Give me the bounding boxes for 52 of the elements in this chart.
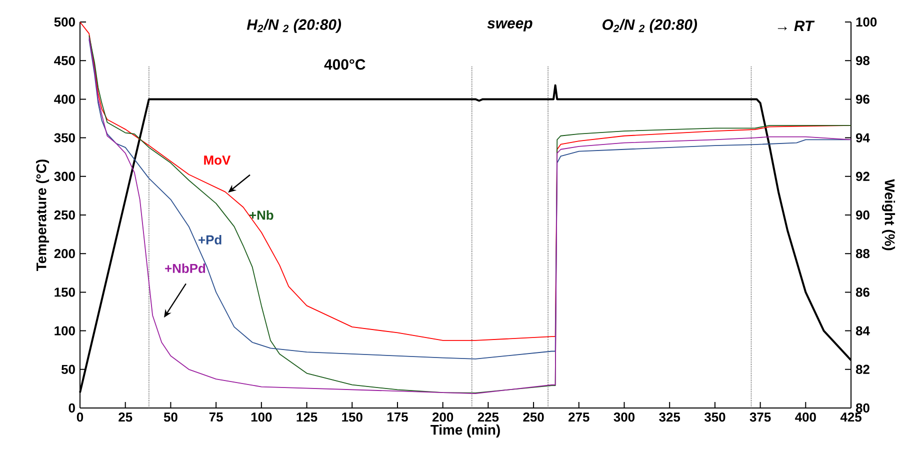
x-tick-label: 125 (296, 412, 318, 422)
x-tick-label: 325 (659, 412, 680, 422)
x-tick-label: 225 (478, 412, 499, 422)
y-tick-label: 500 (54, 17, 75, 27)
x-tick-label: 100 (251, 412, 272, 422)
x-tick-label: 50 (164, 412, 178, 422)
y-tick-label: 150 (54, 288, 75, 297)
series-label: MoV (204, 156, 231, 165)
x-tick-label: 250 (523, 412, 544, 422)
series-label: +NbPd (165, 264, 206, 274)
series-label: +Nb (250, 210, 274, 220)
x-tick-label: 25 (118, 412, 132, 422)
y2-tick-label: 80 (856, 403, 870, 413)
y-tick-label: 450 (54, 56, 75, 66)
y-tick-label: 250 (54, 210, 75, 220)
y2-axis-title: Weight (%) (882, 179, 896, 250)
y-axis-title: Temperature (°C) (36, 160, 50, 271)
y2-tick-label: 96 (856, 94, 870, 104)
text: O$_{2}$/N $_{2}$ (20:80) (602, 18, 698, 33)
y-tick-label: 0 (68, 403, 75, 413)
text: H$_{2}$/N $_{2}$ (20:80) (246, 18, 342, 33)
x-tick-label: 150 (342, 412, 362, 422)
y2-tick-label: 88 (856, 249, 870, 258)
x-tick-label: 400 (795, 412, 816, 422)
y-tick-label: 350 (54, 133, 75, 142)
x-tick-label: 375 (750, 412, 771, 422)
y2-tick-label: 86 (856, 288, 870, 297)
y2-tick-label: 98 (856, 56, 870, 66)
y-tick-label: 200 (54, 249, 75, 258)
y-tick-label: 300 (54, 172, 75, 181)
x-tick-label: 300 (614, 412, 635, 422)
x-tick-label: 175 (387, 412, 408, 422)
x-tick-label: 425 (840, 412, 862, 422)
y2-tick-label: 100 (856, 17, 877, 27)
y2-tick-label: 94 (856, 133, 870, 142)
x-tick-label: 275 (568, 412, 590, 422)
y-tick-label: 100 (54, 326, 75, 336)
y2-tick-label: 82 (856, 364, 870, 374)
x-tick-label: 200 (432, 412, 454, 422)
y-tick-label: 400 (54, 94, 75, 104)
x-tick-label: 350 (704, 412, 726, 422)
annotation: → RT (778, 20, 815, 31)
y2-tick-label: 84 (856, 326, 870, 336)
y-tick-label: 50 (61, 364, 75, 374)
y2-tick-label: 92 (856, 172, 870, 181)
x-tick-label: 75 (209, 412, 223, 422)
y2-tick-label: 90 (856, 210, 870, 220)
series-label: +Pd (198, 234, 222, 244)
x-tick-label: 0 (76, 412, 84, 422)
annotation: sweep (487, 20, 532, 32)
x-axis-title: Time (min) (430, 424, 500, 438)
annotation: 400°C (324, 59, 366, 70)
